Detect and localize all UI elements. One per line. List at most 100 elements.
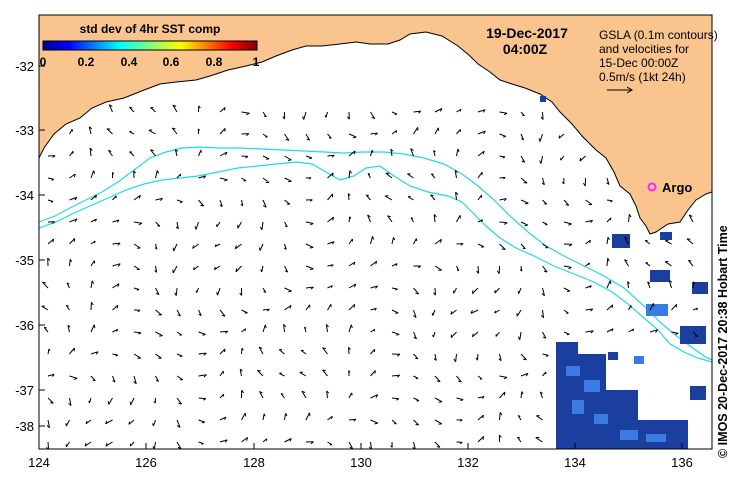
velocity-arrow <box>392 398 399 399</box>
y-tick-label: -36 <box>15 318 34 333</box>
velocity-arrow-head <box>396 130 397 132</box>
velocity-arrow-head <box>245 329 246 331</box>
x-tick-label: 134 <box>564 455 586 470</box>
x-tick-label: 128 <box>243 455 265 470</box>
velocity-arrow-head <box>580 158 581 161</box>
velocity-arrow-head <box>288 291 291 292</box>
velocity-arrow-head <box>473 290 474 293</box>
velocity-arrow-head <box>137 290 139 291</box>
velocity-arrow <box>607 258 608 266</box>
velocity-arrow-head <box>257 370 260 371</box>
velocity-arrow-head <box>395 313 398 314</box>
y-tick-label: -34 <box>15 188 34 203</box>
y-tick-label: -35 <box>15 253 34 268</box>
velocity-arrow-head <box>329 138 331 139</box>
legend-line-2: and velocities for <box>599 42 689 56</box>
map-time: 04:00Z <box>503 41 548 57</box>
velocity-arrow-head <box>415 358 418 359</box>
velocity-arrow-head <box>281 394 283 395</box>
colorbar <box>43 41 257 50</box>
y-tick-label: -38 <box>15 419 34 434</box>
y-tick-label: -37 <box>15 383 34 398</box>
velocity-arrow-head <box>93 380 96 381</box>
colorbar-tick-label: 0.2 <box>78 55 95 69</box>
velocity-arrow-head <box>653 303 654 306</box>
velocity-arrow-head <box>245 313 248 314</box>
velocity-arrow-head <box>481 247 484 248</box>
colorbar-tick-label: 0.8 <box>206 55 223 69</box>
velocity-arrow-head <box>566 205 569 206</box>
y-tick-label: -33 <box>15 123 34 138</box>
velocity-arrow-head <box>589 263 590 265</box>
velocity-arrow-head <box>180 202 182 203</box>
velocity-arrow-head <box>431 174 433 175</box>
velocity-arrow-head <box>483 436 484 439</box>
velocity-arrow-head <box>366 195 369 196</box>
velocity-arrow <box>70 259 71 266</box>
velocity-arrow <box>242 348 243 354</box>
velocity-arrow <box>478 354 479 360</box>
velocity-arrow <box>500 222 508 223</box>
colorbar-tick-label: 0 <box>40 55 47 69</box>
velocity-arrow <box>693 282 694 288</box>
velocity-arrow-head <box>130 402 131 405</box>
velocity-arrow <box>176 288 177 296</box>
x-tick-label: 136 <box>671 455 693 470</box>
velocity-arrow-head <box>117 305 118 308</box>
velocity-arrow-head <box>310 247 313 248</box>
velocity-arrow-head <box>94 325 95 328</box>
velocity-arrow <box>199 398 206 399</box>
map-date: 19-Dec-2017 <box>486 25 568 41</box>
velocity-arrow-head <box>225 349 226 352</box>
velocity-arrow-head <box>559 136 560 139</box>
velocity-arrow-head <box>259 248 260 251</box>
colorbar-tick-label: 0.6 <box>163 55 180 69</box>
velocity-arrow-head <box>89 401 90 403</box>
velocity-arrow-head <box>437 381 440 382</box>
velocity-arrow-head <box>483 415 484 418</box>
velocity-arrow-head <box>431 195 434 196</box>
colorbar-title: std dev of 4hr SST comp <box>80 22 221 36</box>
velocity-arrow-head <box>523 359 526 360</box>
velocity-arrow-head <box>525 225 528 226</box>
velocity-arrow-head <box>525 203 528 204</box>
velocity-arrow-head <box>612 305 613 308</box>
x-tick-label: 124 <box>28 455 50 470</box>
velocity-arrow-head <box>43 282 46 283</box>
velocity-arrow <box>500 412 501 420</box>
velocity-arrow-head <box>502 249 505 250</box>
legend-line-1: GSLA (0.1m contours) <box>599 28 718 42</box>
velocity-arrow-head <box>354 304 355 307</box>
colorbar-tick-label: 1 <box>253 55 260 69</box>
velocity-arrow-head <box>333 173 334 176</box>
velocity-arrow-head <box>225 108 226 111</box>
velocity-arrow-head <box>173 248 174 251</box>
velocity-arrow-head <box>309 413 310 416</box>
velocity-arrow-head <box>53 239 54 242</box>
velocity-arrow-head <box>266 439 267 441</box>
velocity-arrow-head <box>395 114 397 115</box>
velocity-arrow-head <box>96 195 97 198</box>
velocity-arrow-head <box>129 422 130 425</box>
velocity-arrow-head <box>94 241 95 243</box>
velocity-arrow-head <box>44 327 47 328</box>
velocity-arrow-head <box>159 336 162 337</box>
velocity-arrow-head <box>518 291 519 294</box>
velocity-arrow-head <box>437 447 440 448</box>
velocity-arrow <box>134 332 141 333</box>
velocity-arrow-head <box>266 159 269 160</box>
velocity-arrow-head <box>473 334 474 337</box>
colorbar-tick-label: 0.4 <box>121 55 138 69</box>
velocity-arrow-head <box>180 356 182 357</box>
legend-line-3: 15-Dec 00:00Z <box>599 56 678 70</box>
x-tick-label: 132 <box>457 455 479 470</box>
velocity-arrow-head <box>439 402 442 403</box>
velocity-arrow-head <box>201 444 203 445</box>
y-tick-label: -32 <box>15 59 34 74</box>
velocity-arrow-head <box>201 150 202 153</box>
legend-line-4: 0.5m/s (1kt 24h) <box>599 70 686 84</box>
velocity-arrow-head <box>567 334 570 335</box>
velocity-arrow-head <box>196 291 197 293</box>
x-tick-label: 130 <box>350 455 372 470</box>
